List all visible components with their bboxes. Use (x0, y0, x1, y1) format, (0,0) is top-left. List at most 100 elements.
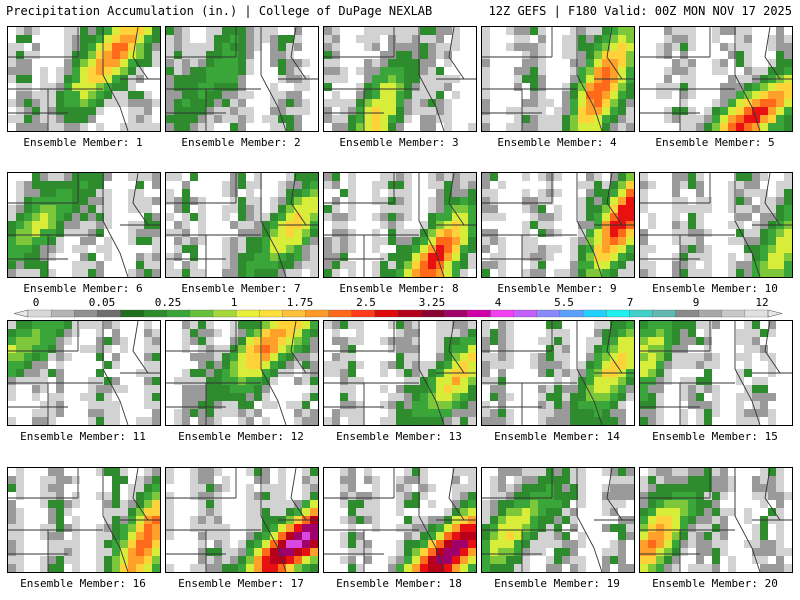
precip-cell (388, 532, 396, 540)
state-boundary (132, 468, 149, 521)
precip-cell (372, 492, 380, 500)
precip-cell (88, 516, 96, 524)
precip-cell (610, 500, 618, 508)
precip-cell (262, 353, 270, 361)
precip-cell (332, 500, 340, 508)
precip-cell (752, 99, 760, 107)
precip-cell (506, 353, 514, 361)
precip-cell (294, 35, 302, 43)
ensemble-panel (481, 320, 635, 426)
precip-cell (254, 377, 262, 385)
precip-cell (388, 508, 396, 516)
precip-cell (522, 369, 530, 377)
precip-cell (182, 99, 190, 107)
precip-cell (270, 337, 278, 345)
precip-cell (744, 253, 752, 261)
precip-cell (420, 329, 428, 337)
precip-cell (562, 115, 570, 123)
precip-cell (238, 345, 246, 353)
precip-cell (340, 213, 348, 221)
precip-cell (594, 401, 602, 409)
precip-cell (428, 253, 436, 261)
precip-cell (48, 213, 56, 221)
precip-cell (752, 245, 760, 253)
precip-cell (324, 83, 332, 91)
precip-cell (88, 107, 96, 115)
precip-cell (760, 377, 768, 385)
precip-cell (364, 516, 372, 524)
precip-cell (514, 337, 522, 345)
precip-cell (452, 484, 460, 492)
precip-cell (648, 385, 656, 393)
precip-cell (728, 59, 736, 67)
precip-cell (332, 43, 340, 51)
precip-cell (554, 83, 562, 91)
precip-cell (578, 401, 586, 409)
precip-cell (294, 468, 302, 476)
precip-cell (238, 524, 246, 532)
run-valid-time: 12Z GEFS | F180 Valid: 00Z MON NOV 17 20… (488, 4, 792, 18)
precip-cell (278, 123, 286, 131)
precip-cell (64, 417, 72, 425)
precip-cell (522, 35, 530, 43)
precip-cell (420, 261, 428, 269)
precip-cell (768, 35, 776, 43)
precip-cell (96, 27, 104, 35)
precip-cell (696, 173, 704, 181)
precip-cell (498, 245, 506, 253)
precip-cell (348, 189, 356, 197)
precip-cell (246, 99, 254, 107)
precip-cell (310, 476, 318, 484)
state-boundary (260, 321, 287, 425)
precip-cell (514, 83, 522, 91)
precip-cell (166, 253, 174, 261)
precip-cell (182, 35, 190, 43)
precip-cell (104, 59, 112, 67)
precip-cell (128, 540, 136, 548)
precip-cell (712, 417, 720, 425)
ensemble-member-label: Ensemble Member: 11 (20, 430, 146, 443)
precip-cell (40, 181, 48, 189)
precip-cell (32, 393, 40, 401)
precip-cell (128, 27, 136, 35)
precip-cell (768, 229, 776, 237)
precip-cell (522, 377, 530, 385)
precip-cell (776, 385, 784, 393)
precip-cell (254, 51, 262, 59)
precip-cell (586, 237, 594, 245)
precip-cell (672, 181, 680, 189)
precip-cell (784, 27, 792, 35)
precip-cell (230, 321, 238, 329)
precip-cell (396, 524, 404, 532)
precip-cell (554, 75, 562, 83)
precip-cell (96, 91, 104, 99)
precip-cell (744, 189, 752, 197)
precip-cell (324, 205, 332, 213)
precip-cell (610, 377, 618, 385)
precip-cell (460, 329, 468, 337)
precip-cell (348, 245, 356, 253)
precip-cell (372, 173, 380, 181)
precip-cell (538, 369, 546, 377)
precip-cell (80, 484, 88, 492)
precip-cell (404, 417, 412, 425)
precip-cell (618, 361, 626, 369)
precip-cell (388, 500, 396, 508)
precip-cell (578, 213, 586, 221)
precip-cell (664, 173, 672, 181)
precip-cell (460, 345, 468, 353)
precip-cell (112, 27, 120, 35)
precip-cell (468, 532, 476, 540)
precip-cell (570, 484, 578, 492)
precip-cell (498, 353, 506, 361)
precip-cell (222, 508, 230, 516)
precip-cell (538, 173, 546, 181)
precip-cell (436, 27, 444, 35)
precip-cell (262, 556, 270, 564)
precip-cell (672, 213, 680, 221)
precip-cell (324, 540, 332, 548)
ensemble-panel (323, 26, 477, 132)
precip-cell (618, 484, 626, 492)
precip-cell (144, 237, 152, 245)
precip-cell (626, 476, 634, 484)
